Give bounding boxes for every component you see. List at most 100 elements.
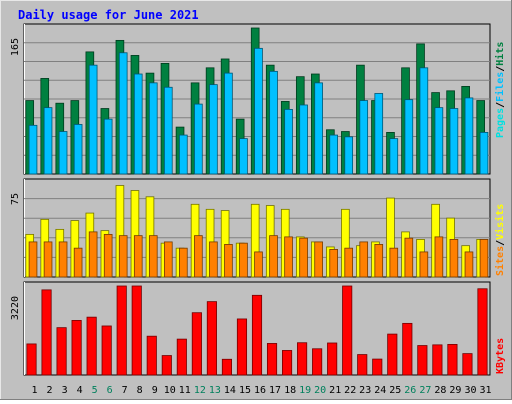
bar-kbytes [191,312,202,376]
bar-kbytes [327,342,338,376]
bar-kbytes [477,288,488,376]
legend-separator: / [495,240,506,246]
x-tick-label: 18 [284,385,296,396]
legend-item-pages: Pages [495,108,506,138]
bar-files [434,107,444,175]
bar-kbytes [432,344,443,376]
y-max-label: 3220 [10,296,21,320]
x-tick-label: 12 [194,385,206,396]
x-tick-label: 24 [374,385,386,396]
bar-files [389,138,399,175]
bar-sites [359,241,369,278]
bar-kbytes [402,322,413,376]
bar-kbytes [176,338,187,376]
bar-files [73,124,83,175]
bar-sites [329,249,338,278]
bar-kbytes [372,358,383,376]
bar-files [254,47,263,175]
bar-sites [179,247,188,278]
chart-title: Daily usage for June 2021 [18,8,199,22]
bar-sites [194,235,203,278]
bar-kbytes [71,320,82,376]
bar-kbytes [357,354,368,376]
bar-sites [419,251,429,278]
x-tick-label: 23 [359,385,371,396]
x-tick-label: 2 [46,385,52,396]
bar-sites [224,244,233,278]
legend-separator: / [495,102,506,108]
legend-item-kbytes: KBytes [495,338,506,374]
legend-item-visits: Visits [494,204,506,240]
x-tick-label: 17 [269,385,281,396]
bar-sites [374,244,384,278]
legends: Pages/Files/Hits Sites/Visits KBytes [494,42,506,374]
bar-files [464,97,474,175]
bar-kbytes [26,343,37,376]
bar-sites [479,238,489,278]
x-tick-label: 10 [164,385,176,396]
bar-files [209,84,218,175]
bar-kbytes [297,342,308,376]
panel-bottom: 3220 [10,281,491,376]
x-tick-label: 29 [449,385,461,396]
bar-kbytes [462,353,473,376]
bar-files [269,70,278,175]
bar-files [404,99,414,175]
bar-files [299,104,308,175]
bar-files [28,124,38,175]
bar-files [103,118,113,175]
legend-middle: Sites/Visits [494,204,506,276]
bar-files [179,134,188,175]
x-tick-label: 6 [107,385,113,396]
bar-files [118,52,128,175]
bar-sites [284,236,293,278]
x-tick-label: 15 [239,385,251,396]
x-tick-label: 31 [479,385,491,396]
bar-files [374,93,384,175]
legend-top: Pages/Files/Hits [494,42,506,138]
x-tick-label: 13 [209,385,221,396]
bar-files [194,103,203,175]
x-tick-label: 30 [464,385,476,396]
bar-kbytes [266,343,278,376]
bar-kbytes [146,335,157,376]
bar-kbytes [447,343,458,376]
bar-sites [163,241,173,278]
bar-kbytes [387,333,398,376]
bar-files [329,134,338,175]
x-tick-label: 26 [404,385,416,396]
bar-sites [43,241,53,278]
bar-kbytes [101,325,112,376]
bar-files [284,109,293,175]
bar-kbytes [417,345,428,376]
bar-kbytes [221,358,232,376]
bar-files [148,82,158,175]
bar-files [449,108,459,175]
panel-middle: 75 [10,178,491,278]
x-tick-label: 11 [179,385,191,396]
bar-sites [58,241,68,278]
bar-files [43,107,53,175]
bar-files [163,86,173,175]
x-tick-label: 21 [329,385,341,396]
bar-sites [73,247,83,278]
bar-files [224,72,233,175]
bar-files [344,136,354,175]
y-max-label: 75 [10,193,21,205]
legend-bottom: KBytes [495,338,506,374]
x-tick-label: 5 [92,385,98,396]
bar-sites [88,231,98,278]
bar-files [479,132,489,175]
bar-kbytes [342,285,353,376]
bar-kbytes [116,285,127,376]
bar-sites [344,247,354,278]
x-tick-label: 20 [314,385,326,396]
bar-sites [404,237,414,278]
bar-sites [269,235,278,278]
bar-sites [28,241,38,278]
bar-sites [254,251,263,278]
bar-files [239,138,248,175]
x-tick-label: 1 [31,385,37,396]
bar-sites [464,251,474,278]
bar-files [88,64,98,175]
